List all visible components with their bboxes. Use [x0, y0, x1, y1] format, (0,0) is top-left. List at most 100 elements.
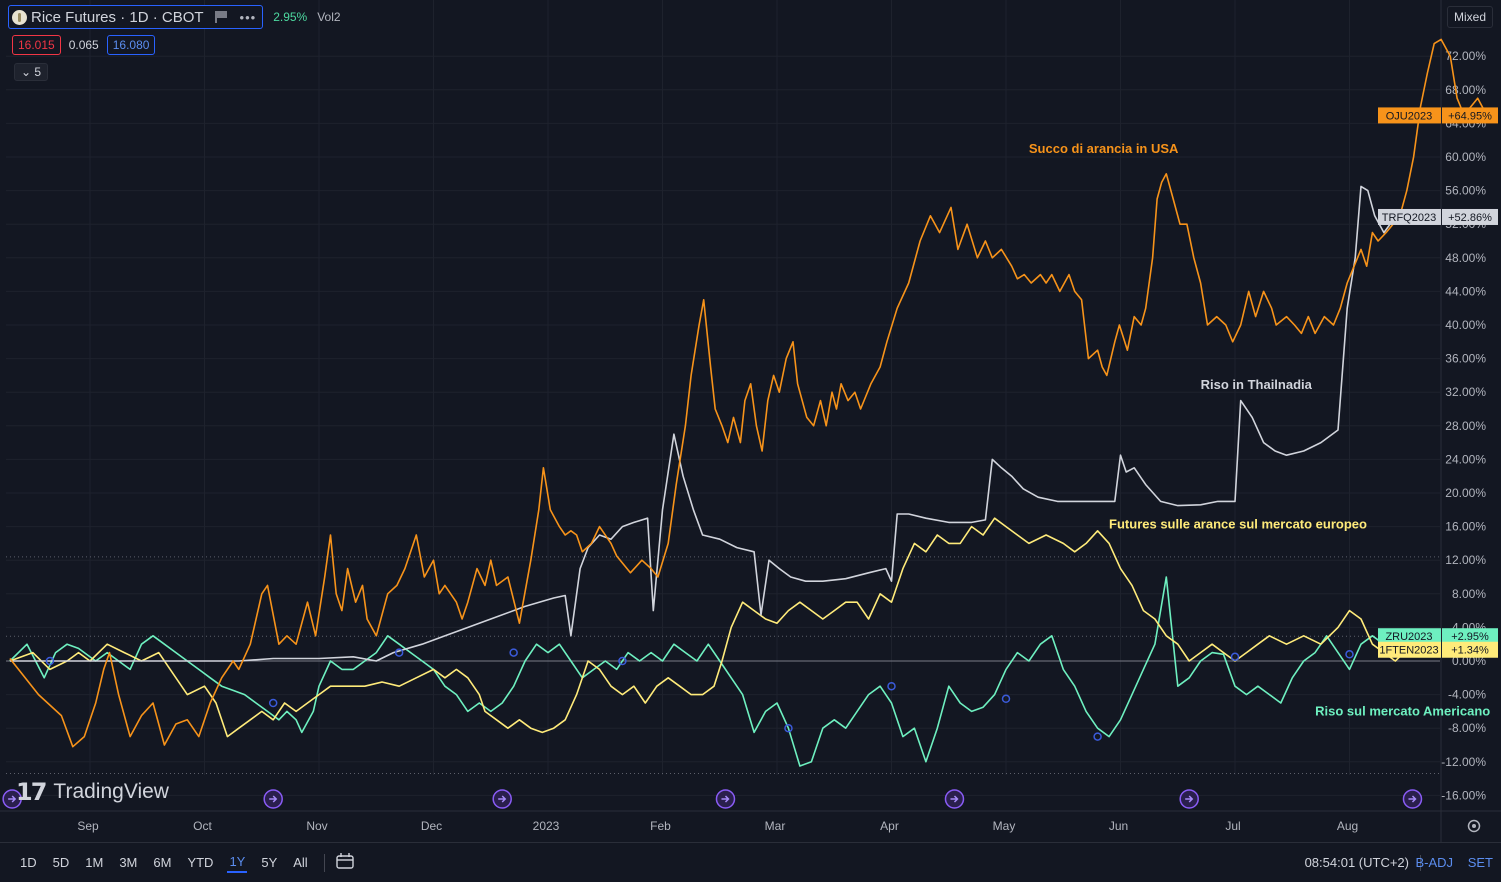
- dividend-marker[interactable]: [1230, 652, 1240, 662]
- tradingview-watermark: 17 TradingView: [16, 778, 169, 806]
- tradingview-text: TradingView: [53, 780, 169, 803]
- x-tick-label: Oct: [193, 819, 212, 833]
- timeframe-1d[interactable]: 1D: [20, 855, 37, 870]
- y-tick-label: -12.00%: [1441, 755, 1486, 769]
- series-line-oju2023[interactable]: [9, 38, 1488, 748]
- clock-display[interactable]: 08:54:01 (UTC+2): [1304, 855, 1409, 870]
- settings-gear-icon[interactable]: [1467, 819, 1481, 833]
- series-value-tag: [1442, 107, 1498, 124]
- series-value-tag: [1442, 628, 1498, 645]
- y-tick-label: -16.00%: [1441, 788, 1486, 802]
- y-tick-label: 20.00%: [1445, 486, 1486, 500]
- tradingview-logo-icon: 17: [16, 778, 47, 806]
- scale-mode-button[interactable]: Mixed: [1446, 6, 1493, 28]
- series-value-tag: [1442, 208, 1498, 225]
- event-marker-arrow: [1185, 795, 1194, 803]
- y-tick-label: 56.00%: [1445, 184, 1486, 198]
- more-options-icon[interactable]: •••: [239, 9, 257, 25]
- series-value-label: +2.95%: [1451, 631, 1489, 643]
- spread-value: 0.065: [68, 38, 99, 52]
- series-line-zru2023[interactable]: [9, 576, 1407, 767]
- event-marker-arrow: [721, 795, 730, 803]
- price-row: 16.015 0.065 16.080: [12, 35, 156, 55]
- timeframe-1y[interactable]: 1Y: [227, 852, 248, 873]
- y-tick-label: 28.00%: [1445, 419, 1486, 433]
- y-tick-label: 40.00%: [1445, 318, 1486, 332]
- x-tick-label: Jun: [1109, 819, 1128, 833]
- volume-label: Vol2: [317, 10, 341, 24]
- buy-price-button[interactable]: 16.080: [106, 35, 156, 55]
- x-tick-label: Feb: [650, 819, 671, 833]
- series-name-label: TRFQ2023: [1382, 212, 1436, 224]
- series-annotation: Succo di arancia in USA: [1029, 141, 1179, 156]
- dividend-marker[interactable]: [509, 648, 518, 657]
- dividend-marker[interactable]: [784, 723, 793, 733]
- timeframe-5d[interactable]: 5D: [52, 855, 70, 870]
- bottom-toolbar: 1D 5D 1M 3M 6M YTD 1Y 5Y All 08:54:01 (UTC+2) B-…: [0, 842, 1501, 882]
- series-name-label: ZRU2023: [1385, 631, 1432, 643]
- sell-price-button[interactable]: 16.015: [12, 35, 61, 55]
- x-tick-label: 2023: [533, 819, 560, 833]
- series-annotation: Riso in Thailnadia: [1201, 377, 1313, 392]
- series-annotation: Riso sul mercato Americano: [1315, 704, 1490, 719]
- y-tick-label: 48.00%: [1445, 251, 1486, 265]
- timeframe-all[interactable]: All: [293, 855, 308, 870]
- toolbar-divider: [1420, 855, 1421, 871]
- dividend-marker[interactable]: [1345, 650, 1354, 659]
- settings-gear-center: [1472, 824, 1476, 828]
- timeframe-6m[interactable]: 6M: [153, 855, 172, 870]
- x-tick-label: Sep: [77, 819, 99, 833]
- series-annotation: Futures sulle arance sul mercato europeo: [1109, 516, 1367, 531]
- timeframe-1m[interactable]: 1M: [85, 855, 104, 870]
- timeframe-5y[interactable]: 5Y: [261, 855, 278, 870]
- dividend-marker[interactable]: [45, 656, 55, 666]
- x-tick-label: Jul: [1225, 819, 1240, 833]
- y-tick-label: 24.00%: [1445, 452, 1486, 466]
- flag-icon[interactable]: [214, 11, 228, 23]
- y-tick-label: -8.00%: [1448, 721, 1486, 735]
- y-tick-label: 12.00%: [1445, 553, 1486, 567]
- indicator-count: 5: [34, 65, 42, 79]
- y-tick-label: 44.00%: [1445, 284, 1486, 298]
- series-value-tag: [1442, 641, 1498, 658]
- dividend-marker[interactable]: [618, 656, 627, 666]
- dividend-marker[interactable]: [1093, 732, 1102, 741]
- x-tick-label: May: [993, 819, 1016, 833]
- event-marker-arrow: [1408, 795, 1417, 803]
- timeframe-ytd[interactable]: YTD: [187, 855, 214, 870]
- badj-button[interactable]: B-ADJ: [1415, 855, 1453, 870]
- series-name-tag: [1378, 208, 1441, 225]
- event-marker-arrow: [269, 795, 278, 803]
- series-line-trfq2023[interactable]: [9, 185, 1396, 662]
- x-tick-label: Mar: [765, 819, 786, 833]
- symbol-legend: Rice Futures · 1D · CBOT ••• 2.95% Vol2: [8, 5, 341, 29]
- x-tick-label: Nov: [306, 819, 327, 833]
- set-button[interactable]: SET: [1467, 855, 1493, 870]
- event-marker-arrow: [950, 795, 959, 803]
- series-line-1ften2023[interactable]: [9, 517, 1408, 738]
- series-value-label: +1.34%: [1451, 645, 1489, 657]
- y-tick-label: 60.00%: [1445, 150, 1486, 164]
- date-range-icon[interactable]: [335, 852, 355, 873]
- symbol-selector[interactable]: Rice Futures · 1D · CBOT •••: [8, 5, 264, 29]
- timeframe-group: 1D 5D 1M 3M 6M YTD 1Y 5Y All: [6, 852, 310, 873]
- y-tick-label: 16.00%: [1445, 520, 1486, 534]
- x-tick-label: Aug: [1337, 819, 1358, 833]
- series-name-tag: [1378, 107, 1441, 124]
- x-tick-label: Dec: [421, 819, 442, 833]
- series-value-label: +64.95%: [1448, 110, 1492, 122]
- series-name-tag: [1378, 628, 1441, 645]
- change-percent: 2.95%: [273, 10, 308, 24]
- indicators-collapse-button[interactable]: ⌄ 5: [14, 63, 49, 81]
- y-tick-label: 36.00%: [1445, 352, 1486, 366]
- series-value-label: +52.86%: [1448, 212, 1492, 224]
- dividend-marker[interactable]: [1001, 694, 1011, 704]
- dividend-marker[interactable]: [394, 648, 404, 657]
- dividend-marker[interactable]: [268, 698, 278, 708]
- event-marker-arrow: [8, 795, 17, 803]
- event-marker-arrow: [498, 795, 507, 803]
- x-tick-label: Apr: [880, 819, 899, 833]
- timeframe-3m[interactable]: 3M: [119, 855, 138, 870]
- dividend-marker[interactable]: [887, 681, 896, 691]
